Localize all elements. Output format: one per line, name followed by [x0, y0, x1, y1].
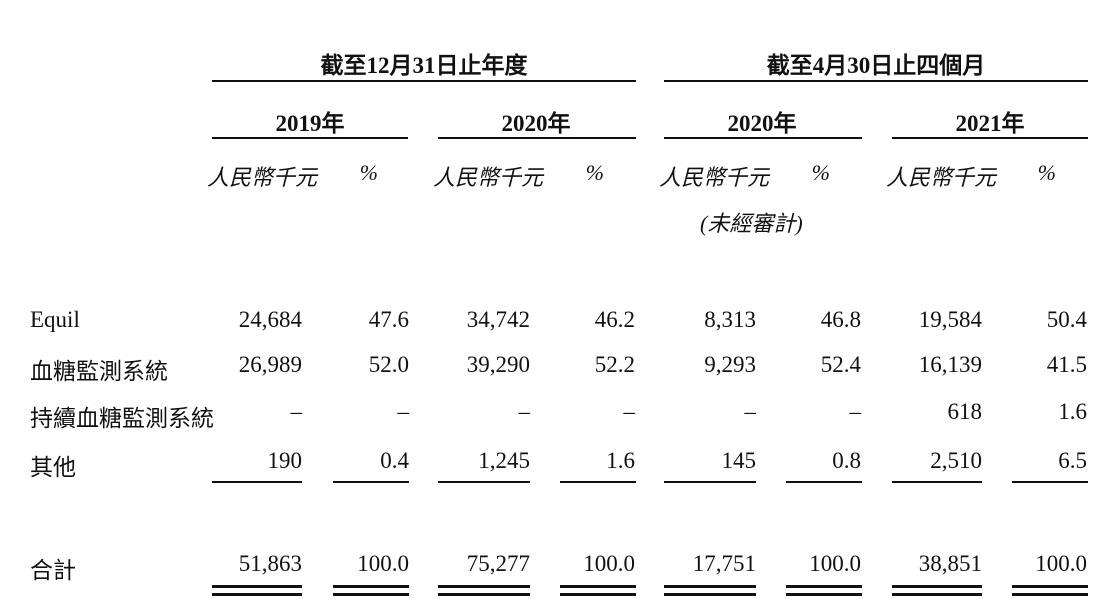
pct-header-4: % [1037, 160, 1056, 185]
subtotal-line [892, 481, 982, 483]
total-cell: 38,851 [918, 551, 982, 576]
cell: 2,510 [930, 448, 982, 473]
subtotal-line [786, 481, 862, 483]
cell: 47.6 [368, 307, 409, 332]
cell: 46.2 [594, 307, 635, 332]
cell: 16,139 [918, 352, 982, 377]
cell: 39,290 [466, 352, 530, 377]
total-cell: 100.0 [1035, 551, 1087, 576]
total-double-line-top [664, 585, 756, 588]
subtotal-line [664, 481, 756, 483]
cell: 1.6 [606, 448, 635, 473]
row-label-total: 合計 [30, 558, 76, 583]
unit-header-3: 人民幣千元 [659, 165, 770, 190]
total-double-line-top [333, 585, 409, 588]
total-double-line-bottom [664, 593, 756, 596]
cell: 34,742 [466, 307, 530, 332]
cell: – [744, 399, 757, 424]
year-underline-1 [212, 137, 408, 139]
total-cell: 100.0 [583, 551, 635, 576]
year-2020-4m: 2020年 [727, 111, 797, 136]
cell: 8,313 [704, 307, 756, 332]
group-title-year-ended: 截至12月31日止年度 [320, 53, 528, 78]
subtotal-line [560, 481, 636, 483]
cell: 618 [947, 399, 983, 424]
cell: 145 [721, 448, 757, 473]
cell: 19,584 [918, 307, 982, 332]
total-double-line-bottom [892, 593, 982, 596]
year-underline-3 [664, 137, 862, 139]
year-2020-full: 2020年 [501, 111, 571, 136]
total-double-line-top [892, 585, 982, 588]
subtotal-line [212, 481, 302, 483]
year-2019: 2019年 [275, 111, 345, 136]
cell: 6.5 [1058, 448, 1087, 473]
total-cell: 100.0 [357, 551, 409, 576]
subtotal-line [438, 481, 530, 483]
subtotal-line [1012, 481, 1088, 483]
unaudited-note: (未經審計) [700, 211, 803, 236]
total-cell: 100.0 [809, 551, 861, 576]
subtotal-line [333, 481, 409, 483]
year-2021-4m: 2021年 [955, 111, 1025, 136]
total-double-line-bottom [212, 593, 302, 596]
unit-header-4: 人民幣千元 [886, 165, 997, 190]
total-double-line-top [212, 585, 302, 588]
cell: – [290, 399, 303, 424]
unit-header-2: 人民幣千元 [433, 165, 544, 190]
cell: 9,293 [704, 352, 756, 377]
cell: 41.5 [1046, 352, 1087, 377]
total-double-line-top [560, 585, 636, 588]
cell: 52.0 [368, 352, 409, 377]
pct-header-3: % [811, 160, 830, 185]
group-title-four-months: 截至4月30日止四個月 [766, 53, 986, 78]
cell: 52.2 [594, 352, 635, 377]
row-label-bgm: 血糖監測系統 [30, 359, 168, 384]
cell: 190 [267, 448, 303, 473]
total-double-line-bottom [438, 593, 530, 596]
total-cell: 17,751 [692, 551, 756, 576]
group-underline-1 [212, 80, 636, 82]
cell: 1.6 [1058, 399, 1087, 424]
row-label-equil: Equil [30, 307, 80, 332]
pct-header-2: % [585, 160, 604, 185]
total-double-line-bottom [786, 593, 862, 596]
cell: – [397, 399, 410, 424]
group-underline-2 [664, 80, 1088, 82]
total-cell: 51,863 [238, 551, 302, 576]
cell: 1,245 [478, 448, 530, 473]
total-double-line-bottom [1012, 593, 1088, 596]
unit-header-1: 人民幣千元 [207, 165, 318, 190]
year-underline-2 [438, 137, 636, 139]
cell: 52.4 [820, 352, 861, 377]
row-label-others: 其他 [30, 455, 76, 480]
total-double-line-bottom [560, 593, 636, 596]
cell: 50.4 [1046, 307, 1087, 332]
cell: – [849, 399, 862, 424]
total-cell: 75,277 [466, 551, 530, 576]
cell: – [518, 399, 531, 424]
total-double-line-bottom [333, 593, 409, 596]
total-double-line-top [786, 585, 862, 588]
cell: 24,684 [238, 307, 302, 332]
total-double-line-top [1012, 585, 1088, 588]
cell: 0.8 [832, 448, 861, 473]
cell: – [623, 399, 636, 424]
cell: 26,989 [238, 352, 302, 377]
cell: 0.4 [380, 448, 409, 473]
total-double-line-top [438, 585, 530, 588]
pct-header-1: % [359, 160, 378, 185]
row-label-cgm: 持續血糖監測系統 [30, 406, 214, 431]
cell: 46.8 [820, 307, 861, 332]
year-underline-4 [892, 137, 1088, 139]
